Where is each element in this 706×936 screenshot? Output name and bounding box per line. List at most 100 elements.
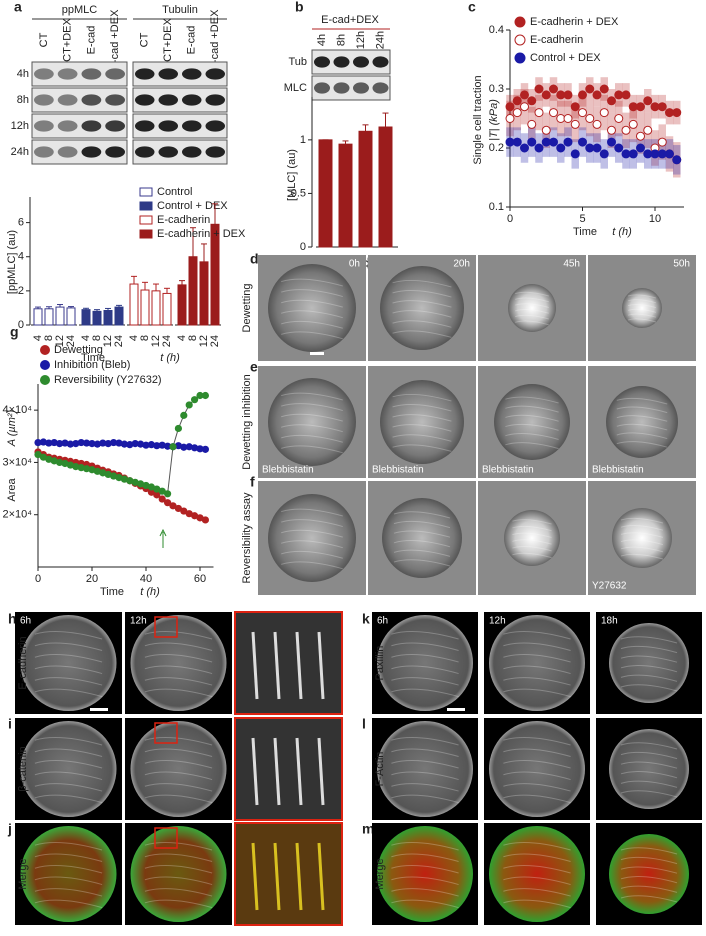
point	[88, 466, 96, 474]
lane-label: CT+DEX	[162, 17, 174, 61]
row-label: Dewetting inhibition	[241, 374, 253, 469]
legend-swatch	[139, 229, 153, 239]
legend-marker	[514, 52, 526, 64]
bar	[140, 289, 150, 326]
colony	[508, 284, 556, 332]
texture	[34, 771, 103, 781]
bar	[210, 223, 220, 326]
point	[621, 125, 631, 135]
texture	[34, 794, 103, 804]
panel-letter: a	[14, 0, 22, 15]
blot-band	[353, 56, 369, 68]
texture	[144, 688, 213, 698]
point	[191, 444, 199, 452]
point	[628, 119, 638, 129]
texture	[391, 760, 459, 769]
y-tick-label: 1	[300, 134, 306, 146]
row-label: F-Actin	[374, 752, 386, 787]
junction	[273, 737, 281, 806]
colony	[377, 826, 473, 922]
point	[158, 441, 166, 449]
y-tick-label: 0.3	[489, 83, 504, 95]
point	[599, 149, 609, 159]
point	[628, 149, 638, 159]
blot-band	[135, 146, 155, 158]
texture	[281, 519, 343, 528]
panel-letter: f	[250, 474, 255, 490]
texture	[512, 532, 552, 538]
texture	[281, 508, 343, 517]
texture	[391, 876, 459, 886]
point	[549, 108, 558, 118]
colony	[489, 826, 585, 922]
blot-band	[353, 82, 369, 94]
point	[153, 485, 161, 493]
x-tick-label: 4	[128, 335, 140, 341]
row-label: 4h	[17, 68, 29, 80]
legend-swatch	[139, 215, 153, 225]
point	[66, 461, 74, 469]
point	[185, 510, 193, 518]
junction	[317, 737, 325, 806]
point	[137, 480, 145, 488]
point	[201, 516, 209, 524]
time-label: 0h	[349, 259, 360, 270]
row-label: Paxillin	[374, 646, 386, 681]
texture	[503, 842, 571, 851]
texture	[620, 532, 664, 538]
time-label: 6h	[377, 616, 388, 627]
texture	[144, 677, 213, 686]
blot-band	[57, 120, 78, 132]
time-label: 18h	[601, 616, 618, 627]
texture	[281, 289, 343, 298]
texture	[391, 865, 459, 874]
texture	[144, 654, 213, 663]
y-tick-label: 0.2	[489, 142, 504, 154]
axis-label: A (µm²)	[6, 409, 18, 447]
drug-label: Y27632	[592, 581, 627, 592]
point	[61, 439, 69, 447]
texture	[392, 330, 452, 338]
point	[147, 441, 155, 449]
point	[99, 469, 107, 477]
texture	[616, 441, 668, 448]
texture	[34, 654, 103, 663]
texture	[620, 856, 678, 865]
texture	[392, 290, 452, 298]
point	[56, 440, 64, 448]
axis-label: Time	[573, 226, 597, 238]
y-tick-label: 2×10⁴	[2, 509, 32, 521]
point	[34, 438, 42, 447]
colony	[606, 386, 678, 458]
point	[541, 125, 551, 135]
texture	[620, 539, 664, 546]
texture	[616, 415, 668, 422]
texture	[512, 539, 552, 545]
point	[621, 90, 631, 100]
texture	[505, 442, 559, 450]
texture	[281, 529, 343, 538]
point	[153, 491, 161, 499]
point	[174, 424, 182, 433]
legend-marker	[40, 345, 50, 355]
texture	[34, 842, 103, 851]
junction	[251, 631, 259, 700]
texture	[281, 445, 343, 454]
point	[180, 411, 188, 419]
blot-band	[135, 94, 155, 106]
blot-band	[205, 94, 225, 106]
row-label: 8h	[17, 94, 29, 106]
point	[505, 102, 515, 112]
axis-label: t (h)	[160, 352, 180, 364]
point	[93, 440, 101, 448]
point	[104, 470, 112, 479]
colony	[268, 494, 356, 582]
texture	[392, 279, 452, 288]
colony	[377, 721, 473, 817]
lane-label: 12h	[355, 31, 367, 49]
texture	[512, 525, 552, 532]
point	[585, 114, 595, 123]
drug-label: Blebbistatin	[372, 465, 424, 476]
x-tick-label: 5	[579, 213, 585, 225]
blot-header: E-cad+DEX	[321, 14, 379, 26]
